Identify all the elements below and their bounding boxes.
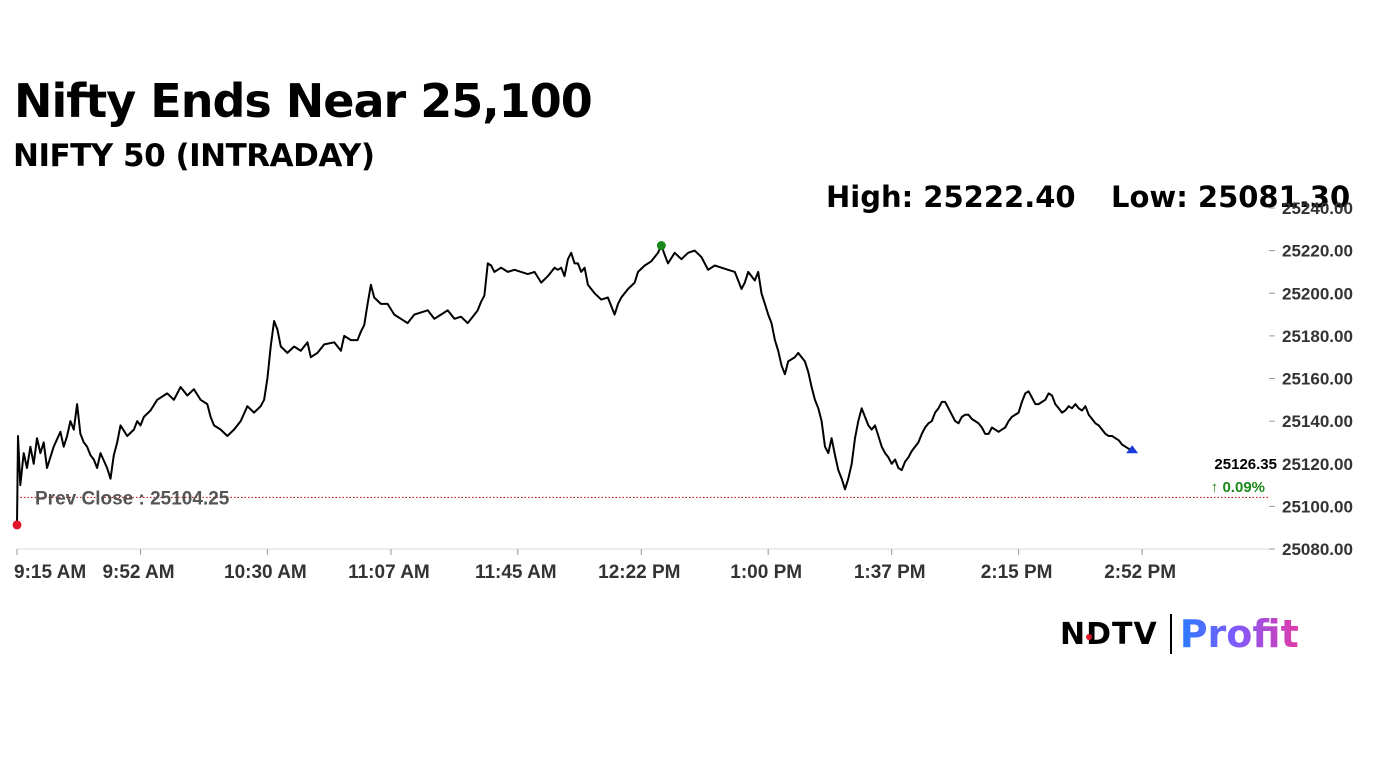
y-tick-label: 25120.00	[1282, 455, 1353, 474]
ndtv-red-dot-icon	[1086, 633, 1092, 640]
x-tick-label: 2:15 PM	[981, 562, 1053, 583]
x-tick-label: 9:15 AM	[14, 562, 86, 583]
y-tick-label: 25160.00	[1282, 370, 1353, 389]
prev-close-label: Prev Close : 25104.25	[35, 488, 230, 509]
x-tick-label: 11:45 AM	[475, 562, 557, 583]
x-tick-label: 11:07 AM	[348, 562, 430, 583]
last-price-value: 25126.35	[1214, 456, 1277, 473]
x-tick-label: 1:00 PM	[730, 562, 802, 583]
x-tick-label: 12:22 PM	[598, 562, 680, 583]
y-tick-label: 25220.00	[1282, 242, 1353, 261]
chart-subtitle: NIFTY 50 (INTRADAY)	[13, 138, 375, 174]
profit-wordmark: Profit	[1179, 612, 1299, 656]
last-price-marker	[1126, 445, 1139, 454]
y-tick-label: 25240.00	[1282, 199, 1353, 218]
ndtv-profit-logo: NDTV Profit	[1060, 612, 1299, 656]
day-high-label: High: 25222.40	[826, 180, 1076, 214]
x-tick-label: 1:37 PM	[854, 562, 926, 583]
logo-separator	[1169, 614, 1172, 654]
y-tick-label: 25200.00	[1282, 284, 1353, 303]
x-tick-label: 2:52 PM	[1104, 562, 1176, 583]
x-tick-label: 10:30 AM	[224, 562, 307, 583]
day-low-label: Low: 25081.30	[1111, 180, 1351, 214]
y-tick-label: 25080.00	[1282, 540, 1353, 559]
chart-headline: Nifty Ends Near 25,100	[14, 74, 593, 128]
price-series-line	[16, 244, 1133, 525]
ndtv-wordmark: NDTV	[1060, 617, 1158, 652]
y-tick-label: 25140.00	[1282, 412, 1353, 431]
ndtv-text: NDTV	[1060, 616, 1158, 652]
x-tick-label: 9:52 AM	[102, 562, 174, 583]
change-percent: ↑ 0.09%	[1211, 479, 1265, 496]
day-high-marker	[656, 241, 666, 251]
y-tick-label: 25180.00	[1282, 327, 1353, 346]
open-point-marker	[12, 520, 22, 530]
y-tick-label: 25100.00	[1282, 497, 1353, 516]
